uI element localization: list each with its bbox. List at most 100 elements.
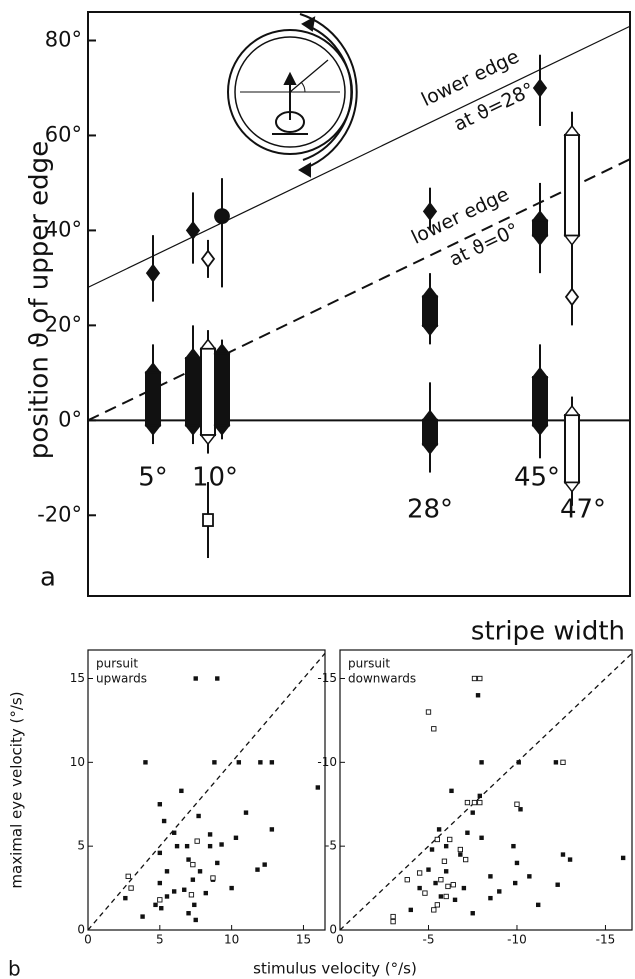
scatter-point (436, 827, 442, 832)
x-tick-label: 5 (156, 933, 164, 947)
plot-frame (87, 11, 631, 597)
bar-end-low (421, 325, 439, 337)
scatter-point (441, 858, 448, 864)
scatter-point (477, 799, 483, 806)
bar-end-low (531, 234, 549, 246)
scatter-point (186, 857, 191, 862)
range-bar (564, 133, 580, 237)
scatter-point (527, 874, 532, 879)
scatter-point (215, 676, 220, 681)
bar-end-high (213, 343, 231, 355)
bar-end-high (199, 338, 217, 350)
scatter-point (157, 850, 163, 856)
y-tick-label: 15 (70, 671, 85, 685)
scatter-point (429, 847, 435, 852)
scatter-point (207, 832, 213, 837)
annotation: pursuit (96, 657, 138, 671)
bar-end-low (184, 424, 202, 436)
scatter-point (408, 907, 413, 913)
scatter-point (269, 827, 275, 832)
y-axis-label: position ϑ of upper edge (25, 141, 55, 459)
scatter-point (193, 917, 198, 923)
scatter-point (513, 880, 518, 886)
scatter-point (470, 810, 475, 815)
scatter-point (431, 726, 437, 732)
scatter-point (243, 810, 249, 815)
bar-end-high (563, 124, 581, 136)
scatter-point (475, 693, 481, 698)
inset-schematic (227, 13, 358, 178)
range-bar (145, 371, 161, 427)
bar-end-low (213, 424, 231, 436)
panel-label: b (8, 957, 21, 979)
scatter-point (465, 830, 470, 835)
category-label: 10° (192, 463, 238, 493)
category-label: 45° (514, 463, 560, 493)
scatter-point (157, 880, 163, 886)
scatter-point (457, 846, 463, 853)
scatter-point (445, 883, 451, 890)
scatter-point (315, 785, 321, 790)
scatter-point (479, 760, 484, 765)
range-bar (532, 376, 548, 427)
scatter-point (417, 885, 422, 891)
scatter-point (255, 867, 260, 872)
y-axis-label: maximal eye velocity (°/s) (8, 691, 26, 888)
scatter-point (262, 862, 267, 867)
scatter-point (258, 760, 263, 765)
marker-diamond (185, 220, 201, 240)
annotation: upwards (96, 672, 147, 686)
scatter-point (511, 843, 516, 849)
scatter-point (219, 842, 224, 847)
bar-end-high (563, 404, 581, 416)
y-tick-label: 20° (45, 312, 82, 336)
scatter-point (560, 759, 566, 765)
scatter-point (434, 836, 440, 843)
y-tick-label: 60° (45, 122, 82, 146)
scatter-point (488, 874, 493, 879)
scatter-point (425, 709, 432, 715)
bar-end-low (199, 434, 217, 446)
panel-label: a (40, 563, 56, 593)
range-bar (200, 347, 216, 437)
x-tick-label: 0 (84, 933, 92, 947)
scatter-point (449, 788, 454, 794)
marker-diamond (532, 78, 548, 98)
scatter-point (174, 843, 180, 849)
scatter-point (434, 902, 440, 908)
x-axis-label: stripe width (471, 617, 625, 647)
bar-end-low (563, 481, 581, 493)
y-tick-label: -15 (317, 671, 337, 685)
marker-circle (214, 208, 230, 225)
scatter-point (464, 799, 471, 806)
marker-diamond (422, 201, 438, 221)
reference-line (87, 25, 631, 288)
scatter-point (433, 880, 438, 886)
scatter-point (184, 843, 190, 849)
scatter-point (153, 902, 158, 908)
scatter-point (536, 902, 541, 908)
scatter-point (215, 860, 220, 866)
scatter-point (514, 860, 520, 866)
scatter-point (516, 760, 521, 765)
scatter-point (514, 801, 520, 807)
scatter-point (470, 911, 475, 916)
x-tick-label: -15 (596, 933, 616, 947)
scatter-point (471, 799, 478, 806)
scatter-point (164, 894, 170, 899)
scatter-point (438, 877, 444, 883)
scatter-point (212, 760, 217, 765)
identity-line (339, 652, 633, 931)
scatter-point (555, 882, 560, 887)
scatter-point (164, 869, 170, 874)
scatter-point (438, 894, 444, 899)
bar-end-low (421, 443, 439, 455)
scatter-point (233, 835, 239, 840)
scatter-point (197, 869, 203, 874)
annotation: pursuit (348, 657, 390, 671)
scatter-point (157, 802, 163, 807)
scatter-point (416, 870, 423, 876)
x-tick-label: 0 (336, 933, 344, 947)
scatter-point (443, 869, 449, 874)
